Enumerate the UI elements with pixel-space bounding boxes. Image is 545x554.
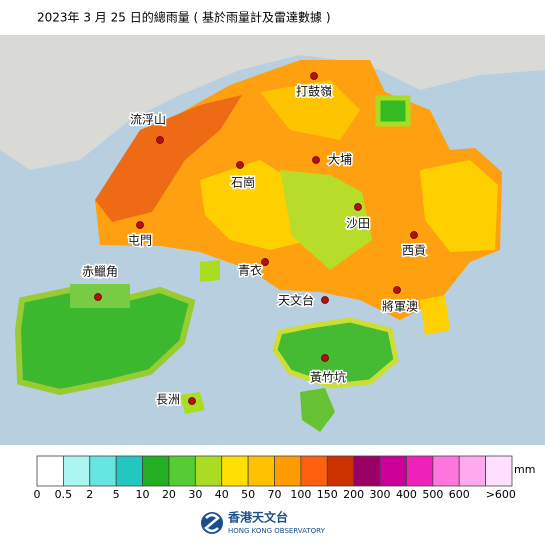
island bbox=[200, 260, 220, 282]
legend-unit: mm bbox=[514, 463, 535, 476]
station bbox=[310, 72, 318, 80]
legend-label: 0 bbox=[34, 488, 41, 501]
legend-swatch bbox=[406, 455, 434, 487]
island bbox=[420, 295, 450, 335]
place-label: 石崗 bbox=[231, 176, 255, 190]
place-label: 長洲 bbox=[156, 393, 180, 407]
legend-swatch bbox=[274, 455, 302, 487]
legend-swatch bbox=[485, 455, 513, 487]
station bbox=[261, 258, 269, 266]
station bbox=[188, 397, 196, 405]
legend-label: 600 bbox=[449, 488, 470, 501]
station bbox=[393, 286, 401, 294]
place-label: 天文台 bbox=[278, 293, 314, 308]
logo-mark bbox=[204, 513, 220, 533]
station bbox=[354, 203, 362, 211]
place-label: 黃竹坑 bbox=[310, 370, 346, 385]
legend-label: 10 bbox=[136, 488, 150, 501]
title: 2023年 3 月 25 日的總雨量 ( 基於雨量計及雷達數據 ) bbox=[37, 10, 331, 25]
legend-swatch bbox=[194, 455, 223, 487]
legend-swatch bbox=[379, 455, 407, 487]
station bbox=[156, 136, 164, 144]
place-label: 大埔 bbox=[328, 153, 352, 167]
legend-label: 5 bbox=[113, 488, 120, 501]
place-label: 西貢 bbox=[402, 244, 426, 258]
legend-label: 0.5 bbox=[55, 488, 73, 501]
place-label: 流浮山 bbox=[130, 113, 166, 127]
legend-swatch bbox=[353, 455, 381, 487]
legend-swatch bbox=[326, 455, 355, 487]
legend-label: 70 bbox=[268, 488, 282, 501]
logo-name-en: HONG KONG OBSERVATORY bbox=[228, 527, 326, 535]
legend-swatch bbox=[247, 455, 275, 487]
place-label: 屯門 bbox=[128, 234, 152, 248]
rain-light-green bbox=[280, 170, 372, 270]
legend-label: 150 bbox=[317, 488, 338, 501]
rain-red bbox=[95, 95, 242, 222]
legend-swatch bbox=[168, 455, 196, 487]
station bbox=[321, 296, 329, 304]
legend-swatch bbox=[221, 455, 249, 487]
station bbox=[312, 156, 320, 164]
station bbox=[410, 231, 418, 239]
legend-label: 100 bbox=[290, 488, 311, 501]
legend-label: 400 bbox=[396, 488, 417, 501]
legend-swatch bbox=[142, 455, 170, 487]
legend-label: 2 bbox=[86, 488, 93, 501]
hk-island bbox=[272, 317, 399, 389]
legend-label: 200 bbox=[343, 488, 364, 501]
legend-label: >600 bbox=[486, 488, 516, 501]
rain-gold bbox=[260, 80, 360, 140]
lamma bbox=[300, 388, 335, 432]
legend-swatch bbox=[300, 455, 328, 487]
legend-swatch bbox=[89, 455, 117, 487]
station bbox=[94, 293, 102, 301]
station bbox=[236, 161, 244, 169]
rain-green bbox=[375, 95, 411, 127]
legend-swatch bbox=[432, 455, 460, 487]
legend-swatch bbox=[62, 455, 91, 487]
legend-label: 300 bbox=[370, 488, 391, 501]
mainland bbox=[0, 35, 545, 170]
rain-yellow bbox=[420, 160, 498, 252]
legend-label: 20 bbox=[162, 488, 176, 501]
legend-label: 30 bbox=[188, 488, 202, 501]
logo-name: 香港天文台 bbox=[227, 510, 288, 525]
legend-label: 50 bbox=[241, 488, 255, 501]
station bbox=[136, 221, 144, 229]
legend: mm 0 0.5 2 5 10 20 30 40 50 70 100 150 200 300 400 500 6… bbox=[34, 455, 535, 501]
legend-label: 40 bbox=[215, 488, 229, 501]
place-label: 沙田 bbox=[346, 217, 370, 231]
place-label: 赤鱲角 bbox=[82, 265, 118, 279]
legend-swatch bbox=[458, 455, 487, 487]
place-label: 打鼓嶺 bbox=[296, 85, 332, 99]
legend-label: 500 bbox=[422, 488, 443, 501]
place-label: 將軍澳 bbox=[382, 299, 418, 314]
places: 打鼓嶺 流浮山 石崗 大埔 沙田 屯門 西貢 青衣 赤鱲角 天文台 將軍澳 黃竹… bbox=[80, 72, 428, 408]
place-label: 青衣 bbox=[238, 263, 262, 278]
legend-swatch bbox=[36, 455, 64, 487]
logo: 香港天文台 HONG KONG OBSERVATORY bbox=[201, 510, 326, 535]
station bbox=[321, 354, 329, 362]
legend-swatch bbox=[115, 455, 143, 487]
map bbox=[0, 35, 545, 445]
